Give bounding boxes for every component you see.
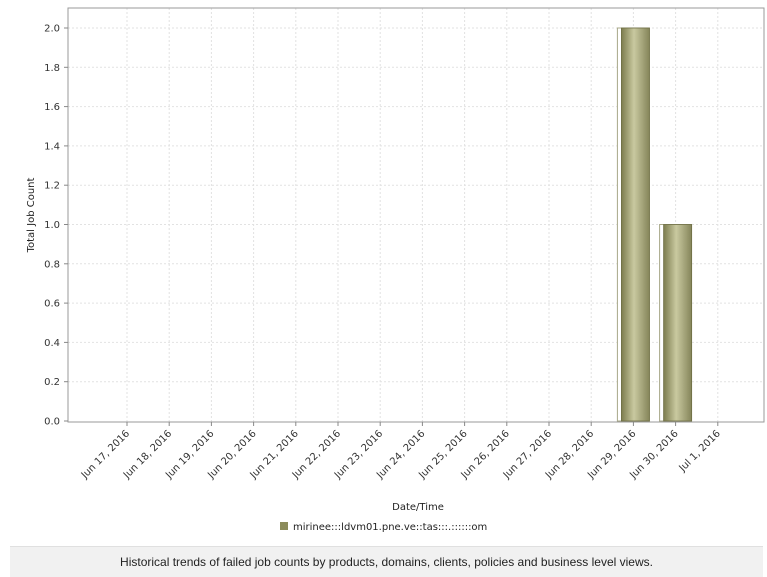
x-axis-label: Date/Time — [392, 502, 444, 513]
bar — [663, 224, 692, 422]
y-tick-label: 1.2 — [44, 181, 60, 192]
y-tick-label: 0.0 — [44, 417, 60, 428]
legend-swatch — [280, 522, 288, 530]
bar-chart: 0.0 0.2 0.4 0.6 0.8 1.0 1.2 1.4 1.6 1.8 2.0 Jun 17… — [26, 7, 765, 533]
y-tick-label: 1.0 — [44, 220, 60, 231]
y-axis-label: Total Job Count — [26, 178, 37, 254]
y-tick-label: 0.8 — [44, 259, 60, 270]
bars — [616, 27, 693, 422]
y-tick-label: 0.2 — [44, 377, 60, 388]
y-tick-label: 0.6 — [44, 299, 60, 310]
y-tick-label: 2.0 — [44, 24, 60, 35]
y-axis: 0.0 0.2 0.4 0.6 0.8 1.0 1.2 1.4 1.6 1.8 2.0 — [44, 24, 68, 428]
gridlines — [68, 8, 764, 422]
y-tick-label: 0.4 — [44, 338, 60, 349]
plot-area-border — [67, 7, 765, 423]
chart-caption: Historical trends of failed job counts b… — [10, 546, 763, 577]
legend-label: mirinee:::ldvm01.pne.ve::tas:::.::::::om — [293, 522, 487, 533]
x-tick-label: Jul 1, 2016 — [677, 428, 723, 474]
y-tick-label: 1.4 — [44, 141, 60, 152]
y-tick-label: 1.8 — [44, 63, 60, 74]
bar — [621, 27, 650, 422]
y-tick-label: 1.6 — [44, 102, 60, 113]
legend: mirinee:::ldvm01.pne.ve::tas:::.::::::om — [280, 522, 487, 533]
